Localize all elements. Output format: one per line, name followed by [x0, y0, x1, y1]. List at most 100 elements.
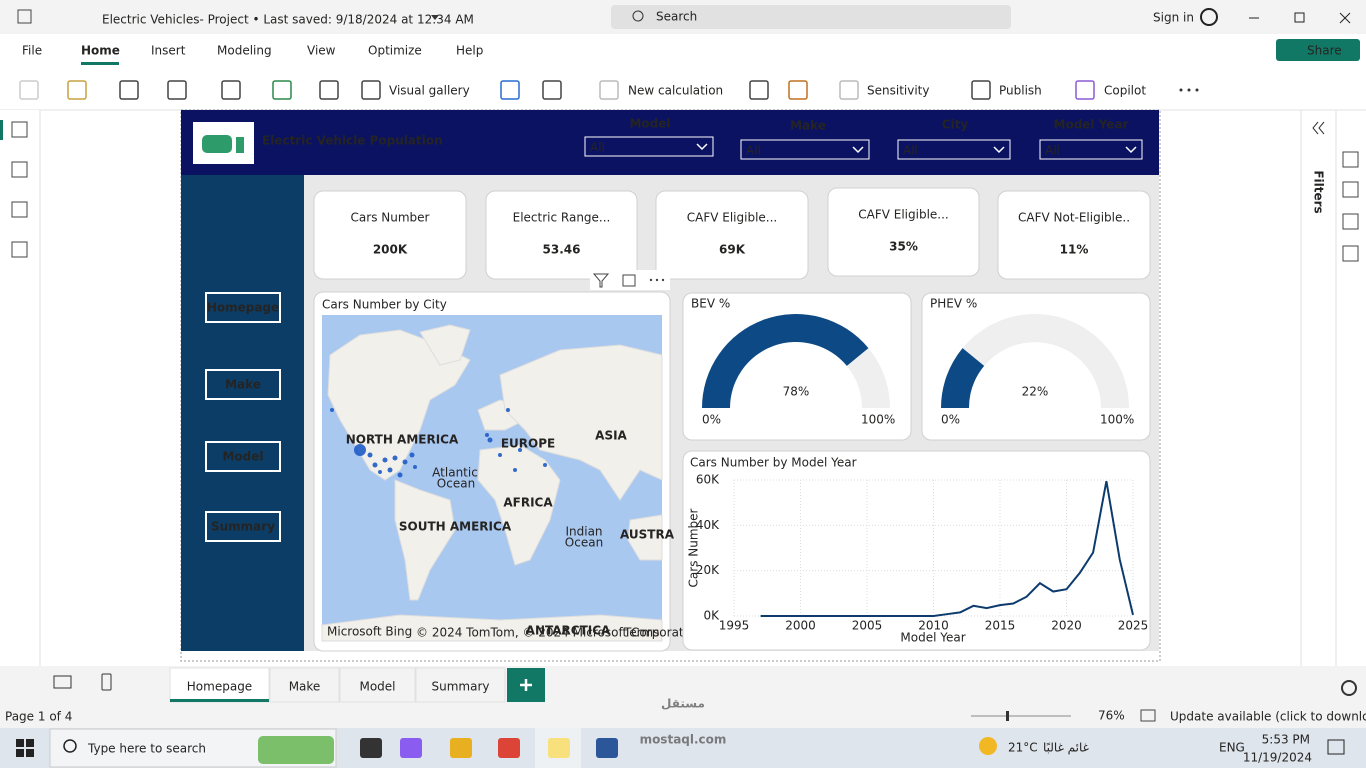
city-dot	[543, 463, 547, 467]
taskbar-app[interactable]	[450, 738, 472, 758]
x-axis-title: Model Year	[900, 631, 965, 645]
page-tab[interactable]	[169, 667, 270, 703]
nav-button[interactable]	[205, 511, 281, 542]
sign-in[interactable]: Sign in	[1153, 11, 1194, 25]
slicer-dropdown[interactable]	[584, 136, 714, 157]
ribbon-icon[interactable]	[319, 80, 339, 100]
ribbon-icon[interactable]	[788, 80, 808, 100]
ribbon-icon[interactable]	[119, 80, 139, 100]
menu-item[interactable]: Insert	[151, 44, 186, 58]
map-credit: Microsoft Bing	[327, 625, 412, 639]
city-dot	[367, 452, 373, 458]
menu-item[interactable]: View	[307, 44, 336, 58]
view-icon[interactable]	[11, 241, 28, 258]
gauge-value: 78%	[783, 385, 810, 399]
update-notice[interactable]: Update available (click to download)	[1170, 710, 1366, 724]
page-tab-label: Model	[359, 680, 395, 694]
ribbon-item[interactable]: Copilot	[1104, 84, 1146, 98]
pane-icon[interactable]	[1342, 245, 1359, 262]
slicer-dropdown[interactable]	[740, 139, 870, 160]
ribbon-icon[interactable]	[67, 80, 87, 100]
ribbon-icon[interactable]	[361, 80, 381, 100]
menu-item[interactable]: Help	[456, 44, 483, 58]
save-icon	[17, 9, 32, 24]
desktop-view[interactable]	[53, 675, 72, 689]
taskbar-app[interactable]	[548, 738, 570, 758]
more-dot	[649, 278, 653, 282]
taskbar-app[interactable]	[596, 738, 618, 758]
mobile-view[interactable]	[101, 673, 112, 691]
map-label: Ocean	[565, 536, 603, 550]
slicer-label: Model Year	[1054, 118, 1129, 132]
taskbar-search-icon	[63, 739, 77, 753]
weather: غائم غالبًا	[1043, 741, 1089, 755]
ribbon-icon[interactable]	[749, 80, 769, 100]
page-tab[interactable]	[269, 667, 340, 703]
taskbar-app[interactable]	[360, 738, 382, 758]
menu-item[interactable]: Home	[81, 44, 120, 58]
language: ENG	[1219, 741, 1245, 755]
document-title: Electric Vehicles- Project • Last saved:…	[102, 13, 474, 27]
gauge-fill	[702, 314, 869, 408]
page-tab[interactable]	[339, 667, 416, 703]
ribbon-icon[interactable]	[1075, 80, 1095, 100]
ribbon-icon[interactable]	[839, 80, 859, 100]
view-icon[interactable]	[11, 201, 28, 218]
ribbon-item[interactable]: Publish	[999, 84, 1042, 98]
start-pane	[16, 749, 24, 757]
menu-item[interactable]: Optimize	[368, 44, 422, 58]
map-terms[interactable]: Terms	[623, 626, 659, 640]
taskbar-app[interactable]	[498, 738, 520, 758]
nav-button[interactable]	[205, 441, 281, 472]
slicer-dropdown[interactable]	[1039, 139, 1143, 160]
pane-icon[interactable]	[1342, 181, 1359, 198]
ribbon-item[interactable]: Sensitivity	[867, 84, 929, 98]
filter-icon[interactable]	[592, 273, 610, 288]
fit-icon[interactable]	[1140, 709, 1156, 722]
notification-icon[interactable]	[1327, 739, 1345, 755]
ribbon-icon[interactable]	[19, 80, 39, 100]
map-title: Cars Number by City	[322, 298, 447, 312]
nav-button[interactable]	[205, 292, 281, 323]
search-placeholder: Search	[656, 10, 697, 24]
pane-icon[interactable]	[1342, 151, 1359, 168]
ribbon-icon[interactable]	[167, 80, 187, 100]
share-button[interactable]	[1276, 39, 1360, 61]
focus-icon[interactable]	[622, 274, 636, 287]
ribbon-icon[interactable]	[272, 80, 292, 100]
menu-item[interactable]: Modeling	[217, 44, 272, 58]
ribbon-icon[interactable]	[221, 80, 241, 100]
view-icon[interactable]	[11, 121, 28, 138]
report-title: Electric Vehicle Population	[262, 134, 443, 148]
ribbon-icon[interactable]	[500, 80, 520, 100]
settings-icon[interactable]	[1341, 680, 1357, 696]
ribbon-icon[interactable]	[599, 80, 619, 100]
kpi-label: CAFV Eligible...	[687, 211, 778, 225]
filters-label[interactable]: Filters	[1312, 170, 1326, 213]
collapse-icon[interactable]	[1312, 121, 1325, 135]
continent	[627, 514, 663, 561]
city-dot	[485, 433, 489, 437]
kpi-value: 200K	[373, 243, 408, 257]
line-title: Cars Number by Model Year	[690, 456, 857, 470]
kpi-card	[997, 190, 1151, 280]
taskbar-app[interactable]	[400, 738, 422, 758]
view-icon[interactable]	[11, 161, 28, 178]
ribbon-item[interactable]: New calculation	[628, 84, 723, 98]
continent	[327, 329, 471, 481]
nav-button[interactable]	[205, 369, 281, 400]
kpi-label: Electric Range...	[513, 211, 611, 225]
city-dot	[498, 453, 502, 457]
ribbon-icon[interactable]	[971, 80, 991, 100]
slicer-dropdown[interactable]	[897, 139, 1011, 160]
city-dot	[409, 452, 415, 458]
page-tab[interactable]	[415, 667, 506, 703]
gauge-min: 0%	[941, 413, 960, 427]
ribbon-item[interactable]: Visual gallery	[389, 84, 470, 98]
pane-icon[interactable]	[1342, 213, 1359, 230]
search-box[interactable]	[611, 5, 1011, 29]
title-dropdown[interactable]	[431, 15, 439, 20]
ribbon-icon[interactable]	[542, 80, 562, 100]
menu-item[interactable]: File	[22, 44, 42, 58]
zoom-thumb[interactable]	[1006, 711, 1009, 721]
